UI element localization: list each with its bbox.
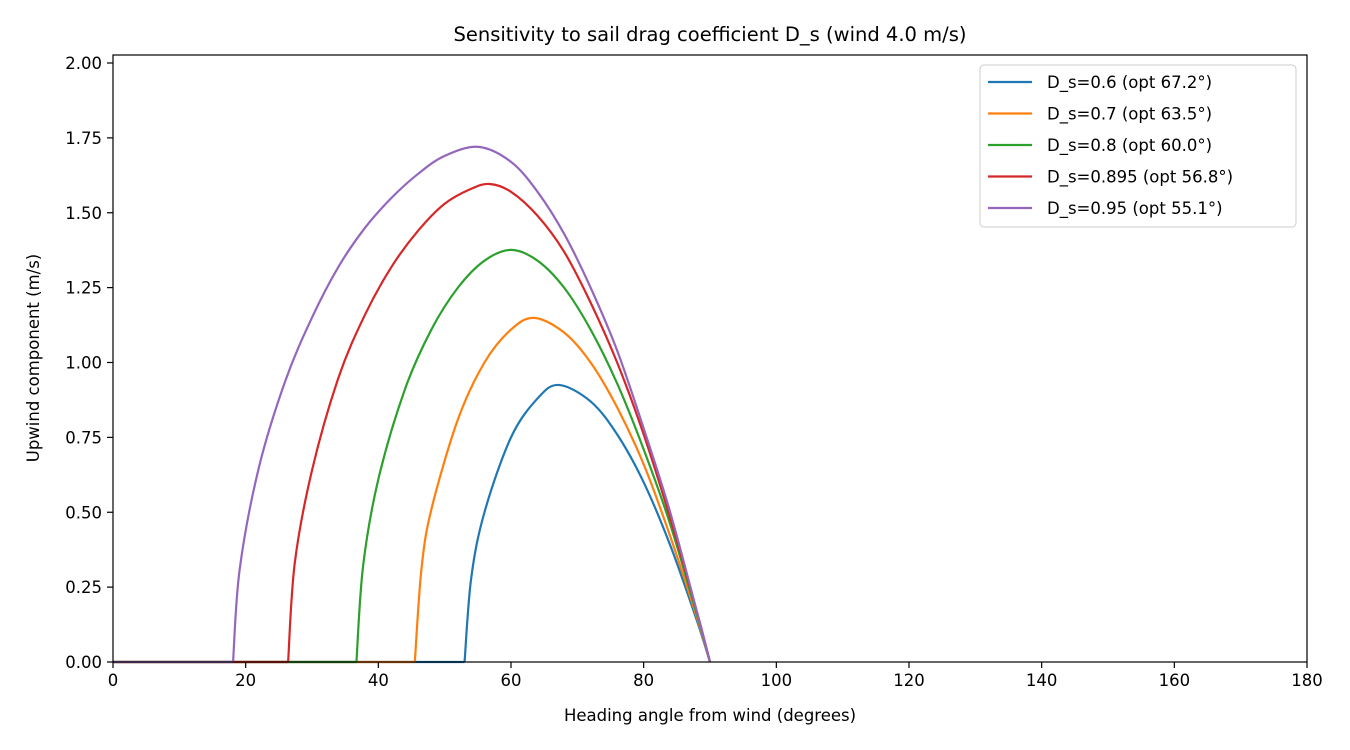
- x-tick-label: 40: [368, 671, 389, 690]
- legend-box: [979, 64, 1297, 228]
- y-tick-label: 1.75: [65, 129, 102, 148]
- y-axis: 0.00 0.25 0.50 0.75 1.00 1.25 1.50 1.75 2.00: [65, 54, 113, 672]
- y-tick-label: 1.25: [65, 279, 102, 298]
- series-line-3: [287, 182, 712, 663]
- series-line-4: [231, 145, 712, 663]
- y-tick-label: 1.50: [65, 204, 102, 223]
- x-tick-label: 20: [235, 671, 256, 690]
- y-tick-label: 0.25: [65, 578, 102, 597]
- legend-label-4: D_s=0.95 (opt 55.1°): [1047, 199, 1223, 219]
- x-tick-label: 120: [893, 671, 925, 690]
- y-tick-label: 1.00: [65, 354, 102, 373]
- legend-label-1: D_s=0.7 (opt 63.5°): [1047, 105, 1212, 125]
- x-tick-label: 60: [501, 671, 522, 690]
- y-axis-label: Upwind component (m/s): [24, 254, 43, 463]
- x-tick-label: 80: [633, 671, 654, 690]
- x-tick-label: 160: [1159, 671, 1191, 690]
- x-tick-label: 0: [108, 671, 119, 690]
- y-tick-label: 2.00: [65, 54, 102, 73]
- series-line-2: [355, 248, 712, 663]
- series-line-1: [413, 316, 712, 663]
- legend-label-3: D_s=0.895 (opt 56.8°): [1047, 168, 1233, 188]
- plot-frame: [112, 54, 1308, 663]
- y-tick-label: 0.75: [65, 428, 102, 447]
- x-tick-label: 100: [761, 671, 793, 690]
- x-tick-label: 180: [1291, 671, 1323, 690]
- chart-title: Sensitivity to sail drag coefficient D_s…: [454, 23, 967, 46]
- x-axis: 0 20 40 60 80 100 120 140 160 180: [108, 662, 1323, 690]
- y-tick-label: 0.50: [65, 503, 102, 522]
- x-tick-label: 140: [1026, 671, 1058, 690]
- legend: D_s=0.6 (opt 67.2°) D_s=0.7 (opt 63.5°) D_…: [979, 64, 1297, 228]
- legend-label-0: D_s=0.6 (opt 67.2°): [1047, 73, 1212, 93]
- series-line-0: [463, 383, 712, 663]
- y-tick-label: 0.00: [65, 653, 102, 672]
- x-axis-label: Heading angle from wind (degrees): [564, 706, 856, 725]
- legend-label-2: D_s=0.8 (opt 60.0°): [1047, 136, 1212, 156]
